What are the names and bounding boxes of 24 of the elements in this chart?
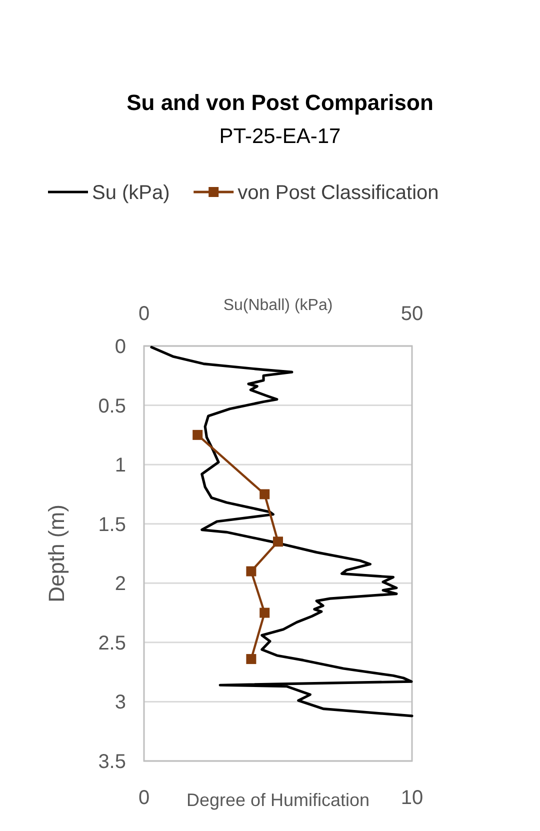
y-tick-label: 0.5 bbox=[98, 395, 126, 418]
chart-subtitle: PT-25-EA-17 bbox=[219, 125, 341, 148]
legend-label: von Post Classification bbox=[238, 182, 439, 204]
y-tick-label: 1.5 bbox=[98, 514, 126, 536]
x2-tick-label: 50 bbox=[400, 303, 424, 325]
x-tick-label: 10 bbox=[400, 787, 424, 809]
x2-axis-title: Su(Nball) (kPa) bbox=[223, 297, 333, 314]
x-axis-title: Degree of Humification bbox=[186, 790, 370, 810]
legend-label: Su (kPa) bbox=[92, 182, 170, 204]
point bbox=[273, 536, 283, 547]
x2-tick-label: 0 bbox=[138, 303, 150, 325]
chart-title: Su and von Post Comparison bbox=[126, 90, 434, 115]
y-tick-label: 3.5 bbox=[98, 751, 126, 773]
point bbox=[246, 566, 256, 576]
y-tick-label: 0 bbox=[114, 336, 126, 358]
point bbox=[246, 654, 256, 664]
y-tick-label: 2 bbox=[114, 573, 126, 596]
point bbox=[260, 608, 270, 618]
y-tick-label: 2.5 bbox=[98, 632, 126, 654]
point bbox=[192, 430, 203, 440]
point bbox=[260, 489, 270, 500]
y-tick-label: 3 bbox=[114, 692, 126, 714]
y-tick-label: 1 bbox=[114, 454, 126, 477]
y-axis-title: Depth (m) bbox=[44, 504, 69, 602]
